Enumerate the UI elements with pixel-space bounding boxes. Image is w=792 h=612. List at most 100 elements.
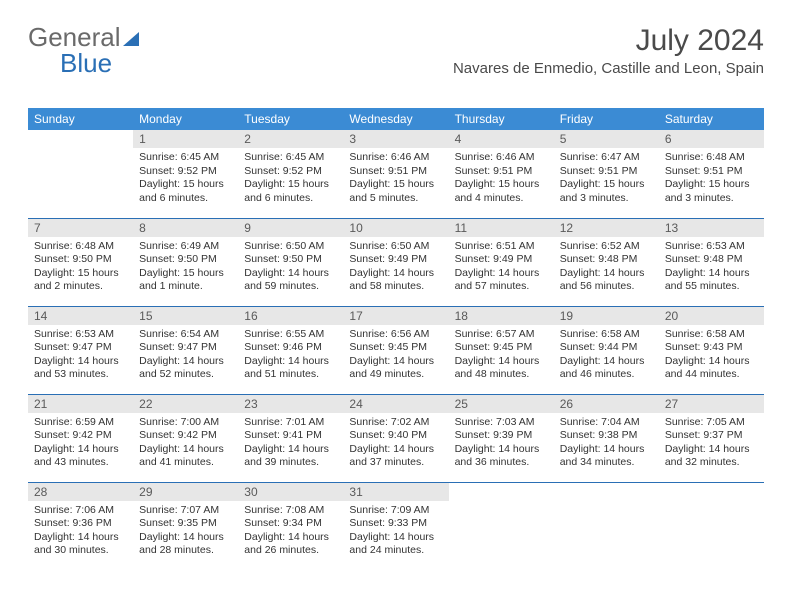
sunset-line: Sunset: 9:42 PM — [34, 429, 127, 443]
day-number: 24 — [343, 395, 448, 413]
sunset-line: Sunset: 9:38 PM — [560, 429, 653, 443]
sunset-line: Sunset: 9:49 PM — [455, 253, 548, 267]
daylight-line: Daylight: 14 hours and 51 minutes. — [244, 355, 337, 382]
day-number: 17 — [343, 307, 448, 325]
weekday-header: Wednesday — [343, 108, 448, 130]
sunrise-line: Sunrise: 6:45 AM — [244, 151, 337, 165]
daylight-line: Daylight: 14 hours and 43 minutes. — [34, 443, 127, 470]
sunset-line: Sunset: 9:47 PM — [139, 341, 232, 355]
calendar-cell — [554, 482, 659, 570]
day-content: Sunrise: 7:05 AMSunset: 9:37 PMDaylight:… — [659, 413, 764, 475]
day-number: 21 — [28, 395, 133, 413]
sunrise-line: Sunrise: 7:07 AM — [139, 504, 232, 518]
sunset-line: Sunset: 9:47 PM — [34, 341, 127, 355]
day-number: 22 — [133, 395, 238, 413]
sunrise-line: Sunrise: 6:49 AM — [139, 240, 232, 254]
sunset-line: Sunset: 9:33 PM — [349, 517, 442, 531]
day-content: Sunrise: 7:07 AMSunset: 9:35 PMDaylight:… — [133, 501, 238, 563]
sunset-line: Sunset: 9:51 PM — [349, 165, 442, 179]
day-number: 1 — [133, 130, 238, 148]
sunset-line: Sunset: 9:41 PM — [244, 429, 337, 443]
daylight-line: Daylight: 14 hours and 28 minutes. — [139, 531, 232, 558]
day-content: Sunrise: 7:09 AMSunset: 9:33 PMDaylight:… — [343, 501, 448, 563]
day-number: 28 — [28, 483, 133, 501]
weekday-header: Sunday — [28, 108, 133, 130]
calendar-cell — [28, 130, 133, 218]
sunrise-line: Sunrise: 6:54 AM — [139, 328, 232, 342]
calendar-cell: 10Sunrise: 6:50 AMSunset: 9:49 PMDayligh… — [343, 218, 448, 306]
sunrise-line: Sunrise: 6:59 AM — [34, 416, 127, 430]
calendar-cell: 11Sunrise: 6:51 AMSunset: 9:49 PMDayligh… — [449, 218, 554, 306]
month-title: July 2024 — [453, 24, 764, 58]
daylight-line: Daylight: 15 hours and 6 minutes. — [139, 178, 232, 205]
calendar-row: 1Sunrise: 6:45 AMSunset: 9:52 PMDaylight… — [28, 130, 764, 218]
location: Navares de Enmedio, Castille and Leon, S… — [453, 60, 764, 77]
calendar-cell: 12Sunrise: 6:52 AMSunset: 9:48 PMDayligh… — [554, 218, 659, 306]
sunrise-line: Sunrise: 6:58 AM — [560, 328, 653, 342]
day-content: Sunrise: 6:48 AMSunset: 9:51 PMDaylight:… — [659, 148, 764, 210]
day-content: Sunrise: 7:03 AMSunset: 9:39 PMDaylight:… — [449, 413, 554, 475]
calendar-cell: 6Sunrise: 6:48 AMSunset: 9:51 PMDaylight… — [659, 130, 764, 218]
day-content: Sunrise: 6:46 AMSunset: 9:51 PMDaylight:… — [343, 148, 448, 210]
daylight-line: Daylight: 14 hours and 30 minutes. — [34, 531, 127, 558]
sunrise-line: Sunrise: 6:50 AM — [244, 240, 337, 254]
sunset-line: Sunset: 9:39 PM — [455, 429, 548, 443]
sunrise-line: Sunrise: 6:56 AM — [349, 328, 442, 342]
title-block: July 2024 Navares de Enmedio, Castille a… — [453, 24, 764, 77]
calendar-cell: 30Sunrise: 7:08 AMSunset: 9:34 PMDayligh… — [238, 482, 343, 570]
weekday-header-row: Sunday Monday Tuesday Wednesday Thursday… — [28, 108, 764, 130]
sunset-line: Sunset: 9:43 PM — [665, 341, 758, 355]
sunset-line: Sunset: 9:37 PM — [665, 429, 758, 443]
day-number: 29 — [133, 483, 238, 501]
sunset-line: Sunset: 9:45 PM — [349, 341, 442, 355]
sunrise-line: Sunrise: 7:08 AM — [244, 504, 337, 518]
calendar-cell: 3Sunrise: 6:46 AMSunset: 9:51 PMDaylight… — [343, 130, 448, 218]
daylight-line: Daylight: 14 hours and 53 minutes. — [34, 355, 127, 382]
logo: GeneralBlue — [28, 24, 139, 76]
day-number: 27 — [659, 395, 764, 413]
sunrise-line: Sunrise: 7:05 AM — [665, 416, 758, 430]
calendar-cell: 25Sunrise: 7:03 AMSunset: 9:39 PMDayligh… — [449, 394, 554, 482]
sunset-line: Sunset: 9:46 PM — [244, 341, 337, 355]
daylight-line: Daylight: 15 hours and 6 minutes. — [244, 178, 337, 205]
day-content: Sunrise: 6:45 AMSunset: 9:52 PMDaylight:… — [133, 148, 238, 210]
calendar-cell: 8Sunrise: 6:49 AMSunset: 9:50 PMDaylight… — [133, 218, 238, 306]
daylight-line: Daylight: 14 hours and 49 minutes. — [349, 355, 442, 382]
daylight-line: Daylight: 14 hours and 57 minutes. — [455, 267, 548, 294]
weekday-header: Monday — [133, 108, 238, 130]
day-content: Sunrise: 6:47 AMSunset: 9:51 PMDaylight:… — [554, 148, 659, 210]
day-number: 3 — [343, 130, 448, 148]
day-content: Sunrise: 6:49 AMSunset: 9:50 PMDaylight:… — [133, 237, 238, 299]
day-content: Sunrise: 6:50 AMSunset: 9:50 PMDaylight:… — [238, 237, 343, 299]
sunrise-line: Sunrise: 7:06 AM — [34, 504, 127, 518]
calendar-row: 21Sunrise: 6:59 AMSunset: 9:42 PMDayligh… — [28, 394, 764, 482]
sunset-line: Sunset: 9:51 PM — [560, 165, 653, 179]
sunset-line: Sunset: 9:40 PM — [349, 429, 442, 443]
daylight-line: Daylight: 14 hours and 56 minutes. — [560, 267, 653, 294]
day-content: Sunrise: 6:59 AMSunset: 9:42 PMDaylight:… — [28, 413, 133, 475]
day-number: 18 — [449, 307, 554, 325]
sunset-line: Sunset: 9:51 PM — [455, 165, 548, 179]
day-content: Sunrise: 6:48 AMSunset: 9:50 PMDaylight:… — [28, 237, 133, 299]
day-number: 7 — [28, 219, 133, 237]
sunset-line: Sunset: 9:50 PM — [244, 253, 337, 267]
calendar-cell: 5Sunrise: 6:47 AMSunset: 9:51 PMDaylight… — [554, 130, 659, 218]
day-content: Sunrise: 7:04 AMSunset: 9:38 PMDaylight:… — [554, 413, 659, 475]
sunrise-line: Sunrise: 6:48 AM — [665, 151, 758, 165]
sunset-line: Sunset: 9:52 PM — [244, 165, 337, 179]
daylight-line: Daylight: 14 hours and 52 minutes. — [139, 355, 232, 382]
calendar-cell: 27Sunrise: 7:05 AMSunset: 9:37 PMDayligh… — [659, 394, 764, 482]
daylight-line: Daylight: 15 hours and 5 minutes. — [349, 178, 442, 205]
day-content: Sunrise: 6:58 AMSunset: 9:44 PMDaylight:… — [554, 325, 659, 387]
day-content: Sunrise: 6:52 AMSunset: 9:48 PMDaylight:… — [554, 237, 659, 299]
day-number: 13 — [659, 219, 764, 237]
calendar-cell: 1Sunrise: 6:45 AMSunset: 9:52 PMDaylight… — [133, 130, 238, 218]
daylight-line: Daylight: 14 hours and 55 minutes. — [665, 267, 758, 294]
calendar-cell: 28Sunrise: 7:06 AMSunset: 9:36 PMDayligh… — [28, 482, 133, 570]
day-content: Sunrise: 6:57 AMSunset: 9:45 PMDaylight:… — [449, 325, 554, 387]
sunset-line: Sunset: 9:45 PM — [455, 341, 548, 355]
calendar-cell: 21Sunrise: 6:59 AMSunset: 9:42 PMDayligh… — [28, 394, 133, 482]
calendar-cell: 17 Sunrise: 6:56 AMSunset: 9:45 PMDayligh… — [343, 306, 448, 394]
sunrise-line: Sunrise: 6:55 AM — [244, 328, 337, 342]
day-content: Sunrise: 7:06 AMSunset: 9:36 PMDaylight:… — [28, 501, 133, 563]
